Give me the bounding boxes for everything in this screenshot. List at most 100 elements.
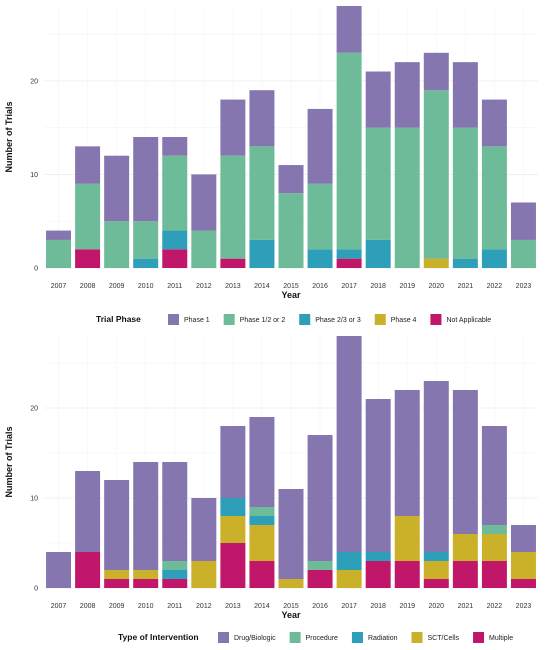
bar-segment-sct-cells-2014 — [249, 525, 275, 561]
x-tick-label: 2018 — [370, 603, 386, 610]
x-tick-label: 2021 — [458, 283, 474, 290]
legend-label: Phase 4 — [391, 317, 417, 324]
x-tick-label: 2008 — [80, 283, 96, 290]
x-tick-label: 2017 — [341, 603, 357, 610]
bar-segment-phase-1-2008 — [75, 146, 101, 184]
x-tick-label: 2018 — [370, 283, 386, 290]
bar-segment-phase-1-2014 — [249, 90, 275, 147]
legend-swatch-phase-2-3-or-3 — [299, 314, 311, 325]
bar-segment-phase-1-2011 — [162, 137, 188, 156]
bar-segment-sct-cells-2019 — [394, 516, 420, 561]
x-tick-label: 2019 — [399, 603, 415, 610]
x-tick-label: 2013 — [225, 603, 241, 610]
bar-segment-phase-1-2019 — [394, 62, 420, 128]
x-tick-label: 2022 — [487, 603, 503, 610]
bar-segment-phase-2-3-or-3-2014 — [249, 239, 275, 268]
bar-segment-multiple-2011 — [162, 579, 188, 588]
x-tick-label: 2020 — [429, 603, 445, 610]
x-axis-title: Year — [281, 290, 301, 300]
bar-segment-sct-cells-2012 — [191, 561, 217, 588]
bar-segment-sct-cells-2009 — [104, 570, 130, 579]
x-tick-label: 2021 — [458, 603, 474, 610]
bar-segment-sct-cells-2021 — [452, 534, 478, 561]
bar-segment-phase-1-2017 — [336, 6, 362, 53]
bar-segment-drug-biologic-2008 — [75, 471, 101, 552]
x-tick-label: 2016 — [312, 603, 328, 610]
legend-swatch-multiple — [473, 632, 485, 643]
bar-segment-drug-biologic-2016 — [307, 435, 333, 561]
bar-segment-multiple-2014 — [249, 561, 275, 588]
bar-segment-multiple-2023 — [510, 579, 536, 588]
bar-segment-sct-cells-2023 — [510, 552, 536, 579]
bar-segment-phase-1-2-or-2-2012 — [191, 230, 217, 268]
x-tick-label: 2014 — [254, 603, 270, 610]
bar-segment-sct-cells-2015 — [278, 579, 304, 588]
bar-segment-phase-1-2-or-2-2016 — [307, 183, 333, 250]
bar-segment-phase-2-3-or-3-2010 — [133, 258, 159, 268]
bar-segment-sct-cells-2017 — [336, 570, 362, 588]
bars — [46, 336, 536, 588]
bar-segment-procedure-2014 — [249, 507, 275, 516]
bar-segment-phase-1-2-or-2-2021 — [452, 127, 478, 259]
legend-label: Phase 1 — [184, 317, 210, 324]
legend-swatch-sct-cells — [411, 632, 423, 643]
bar-segment-phase-1-2015 — [278, 165, 304, 194]
bar-segment-multiple-2020 — [423, 579, 449, 588]
bar-segment-drug-biologic-2023 — [510, 525, 536, 552]
legend-title: Type of Intervention — [118, 632, 199, 642]
x-tick-label: 2012 — [196, 603, 212, 610]
y-tick-label: 10 — [30, 172, 38, 179]
y-tick-label: 10 — [30, 496, 38, 503]
bar-segment-sct-cells-2022 — [481, 534, 507, 561]
bar-segment-radiation-2018 — [365, 552, 391, 561]
bar-segment-phase-1-2-or-2-2022 — [481, 146, 507, 250]
bar-segment-procedure-2016 — [307, 561, 333, 570]
x-tick-label: 2023 — [516, 283, 532, 290]
legend-swatch-drug-biologic — [218, 632, 229, 643]
legend-label: Not Applicable — [446, 317, 491, 324]
y-tick-label: 20 — [30, 406, 38, 413]
legend-label: Radiation — [368, 635, 398, 642]
bar-segment-phase-1-2-or-2-2020 — [423, 90, 449, 259]
x-tick-label: 2009 — [109, 603, 125, 610]
legend-label: SCT/Cells — [428, 635, 460, 642]
bar-segment-procedure-2011 — [162, 561, 188, 570]
x-tick-label: 2007 — [51, 603, 67, 610]
bar-segment-drug-biologic-2021 — [452, 390, 478, 534]
legend-label: Phase 1/2 or 2 — [240, 317, 286, 324]
legend-label: Multiple — [489, 635, 513, 642]
legend-label: Drug/Biologic — [234, 635, 276, 642]
bar-segment-phase-1-2-or-2-2010 — [133, 221, 159, 259]
x-tick-label: 2023 — [516, 603, 532, 610]
bar-segment-phase-1-2-or-2-2008 — [75, 183, 101, 250]
legend: Type of Intervention Drug/Biologic Procedu… — [118, 632, 513, 643]
x-tick-label: 2020 — [429, 283, 445, 290]
legend-swatch-not-applicable — [430, 314, 442, 325]
bar-segment-sct-cells-2010 — [133, 570, 159, 579]
y-axis-title: Number of Trials — [4, 426, 14, 497]
bar-segment-phase-1-2013 — [220, 99, 246, 156]
x-tick-label: 2013 — [225, 283, 241, 290]
bar-segment-multiple-2010 — [133, 579, 159, 588]
x-tick-label: 2016 — [312, 283, 328, 290]
bar-segment-drug-biologic-2007 — [46, 552, 72, 588]
y-tick-label: 0 — [34, 586, 38, 593]
bar-segment-phase-1-2-or-2-2015 — [278, 193, 304, 268]
bar-segment-drug-biologic-2019 — [394, 390, 420, 516]
bars — [46, 6, 536, 269]
legend-swatch-phase-4 — [374, 314, 386, 325]
bar-segment-phase-1-2-or-2-2018 — [365, 127, 391, 240]
bar-segment-phase-1-2018 — [365, 71, 391, 128]
x-tick-label: 2015 — [283, 283, 299, 290]
bar-segment-phase-1-2-or-2-2009 — [104, 221, 130, 268]
legend-swatch-phase-1 — [168, 314, 179, 325]
legend-swatch-radiation — [351, 632, 363, 643]
chart-panel-1: 0 10 20 2007 2008 2009 2010 2011 2012 2013 2014 201… — [4, 6, 538, 325]
bar-segment-multiple-2021 — [452, 561, 478, 588]
bar-segment-phase-1-2022 — [481, 99, 507, 147]
bar-segment-phase-1-2-or-2-2014 — [249, 146, 275, 240]
bar-segment-phase-1-2009 — [104, 155, 130, 222]
bar-segment-radiation-2011 — [162, 570, 188, 579]
bar-segment-phase-2-3-or-3-2021 — [452, 258, 478, 268]
bar-segment-procedure-2022 — [481, 525, 507, 534]
